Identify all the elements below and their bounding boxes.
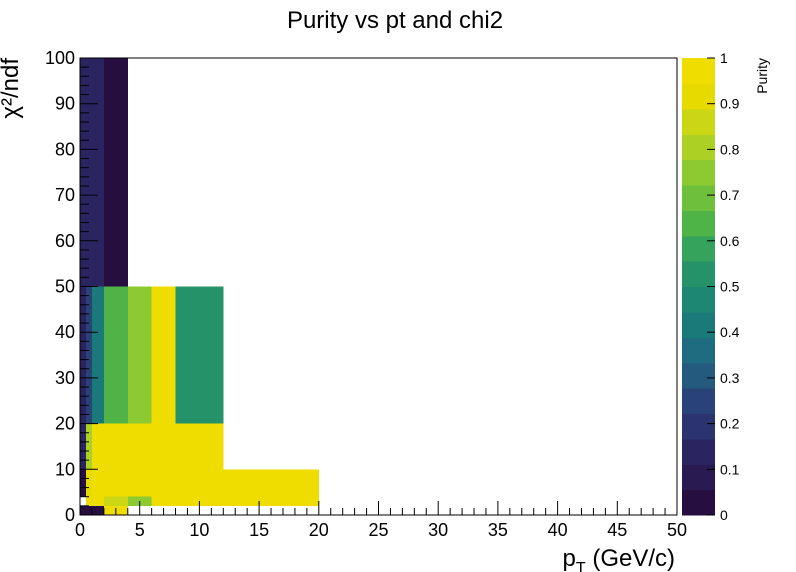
color-bar-swatch bbox=[682, 337, 715, 364]
heatmap-cell bbox=[85, 286, 92, 424]
heatmap-cell bbox=[151, 423, 176, 470]
heatmap-cell bbox=[80, 505, 86, 515]
heatmap-cell bbox=[175, 469, 224, 497]
heatmap-cell bbox=[80, 286, 86, 424]
color-bar-swatch bbox=[682, 413, 715, 440]
heatmap-cell bbox=[85, 423, 92, 470]
color-bar-title: Purity bbox=[754, 58, 770, 94]
y-tick-label: 80 bbox=[55, 139, 75, 159]
heatmap-cell bbox=[175, 286, 224, 424]
heatmap-cell bbox=[223, 469, 319, 497]
x-tick-label: 5 bbox=[135, 520, 145, 540]
heatmap-cell bbox=[85, 58, 92, 287]
color-bar-tick-label: 0.6 bbox=[720, 233, 740, 249]
x-tick-label: 0 bbox=[75, 520, 85, 540]
color-bar-tick-label: 0.2 bbox=[720, 416, 740, 432]
y-tick-label: 0 bbox=[65, 505, 75, 525]
heatmap-cell bbox=[91, 423, 104, 470]
heatmap-cell bbox=[151, 496, 176, 506]
heatmap-cell bbox=[80, 58, 86, 287]
heatmap-cell bbox=[103, 496, 128, 506]
x-tick-label: 45 bbox=[607, 520, 627, 540]
x-tick-label: 30 bbox=[428, 520, 448, 540]
heatmap-cell bbox=[80, 469, 86, 497]
y-tick-label: 20 bbox=[55, 414, 75, 434]
color-bar-tick-label: 0.9 bbox=[720, 96, 740, 112]
color-bar-swatch bbox=[682, 261, 715, 288]
heatmap-cell bbox=[91, 496, 104, 506]
heatmap-cell bbox=[175, 423, 224, 470]
x-tick-label: 20 bbox=[309, 520, 329, 540]
heatmap-cell bbox=[127, 423, 152, 470]
heatmap-cell bbox=[80, 423, 86, 470]
heatmap-cell bbox=[91, 505, 104, 515]
color-bar-tick-label: 0.1 bbox=[720, 461, 740, 477]
color-bar-swatch bbox=[682, 58, 715, 84]
color-bar-swatch bbox=[682, 184, 715, 211]
color-bar-tick-label: 1 bbox=[720, 50, 728, 66]
color-bar-swatch bbox=[682, 438, 715, 465]
y-tick-label: 10 bbox=[55, 459, 75, 479]
heatmap-cell bbox=[151, 286, 176, 424]
x-tick-label: 35 bbox=[488, 520, 508, 540]
heatmap-cell bbox=[103, 423, 128, 470]
color-bar-swatch bbox=[682, 489, 715, 516]
color-bar: 0 0.1 0.2 0.3 0.4 0.5 0.6 0.7 0.8 0.9 1 bbox=[682, 50, 740, 523]
color-bar-tick-label: 0.7 bbox=[720, 187, 740, 203]
y-tick-label: 30 bbox=[55, 368, 75, 388]
x-tick-label: 15 bbox=[249, 520, 269, 540]
x-tick-label: 25 bbox=[368, 520, 388, 540]
heatmap-cell bbox=[223, 496, 319, 506]
color-bar-swatch bbox=[682, 464, 715, 491]
x-tick-label: 10 bbox=[189, 520, 209, 540]
heatmap-cell bbox=[151, 469, 176, 497]
color-bar-swatch bbox=[682, 286, 715, 313]
x-axis-title: pT (GeV/c) bbox=[563, 545, 675, 572]
color-bar-tick-label: 0.8 bbox=[720, 141, 740, 157]
y-axis-title: χ²/ndf bbox=[0, 58, 24, 119]
y-tick-label: 70 bbox=[55, 185, 75, 205]
heatmap-cells bbox=[80, 58, 319, 515]
y-tick-label: 90 bbox=[55, 94, 75, 114]
heatmap-cell bbox=[85, 505, 92, 515]
color-bar-swatch bbox=[682, 134, 715, 161]
x-tick-label: 40 bbox=[548, 520, 568, 540]
y-tick-label: 40 bbox=[55, 322, 75, 342]
heatmap-cell bbox=[91, 469, 104, 497]
heatmap-cell bbox=[91, 58, 104, 287]
y-axis-ticks: 0 10 20 30 40 50 60 70 80 90 100 bbox=[45, 48, 98, 525]
x-tick-label: 50 bbox=[667, 520, 687, 540]
color-bar-swatch bbox=[682, 159, 715, 186]
color-bar-tick-label: 0.4 bbox=[720, 324, 740, 340]
heatmap-cell bbox=[85, 496, 92, 506]
heatmap-cell bbox=[103, 58, 128, 287]
heatmap-cell bbox=[103, 469, 128, 497]
svg-text:pT (GeV/c): pT (GeV/c) bbox=[563, 545, 675, 572]
color-bar-swatch bbox=[682, 362, 715, 389]
heatmap-cell bbox=[85, 469, 92, 497]
heatmap-cell bbox=[103, 286, 128, 424]
color-bar-swatch bbox=[682, 311, 715, 338]
color-bar-tick-label: 0 bbox=[720, 507, 728, 523]
heatmap-cell bbox=[91, 286, 104, 424]
y-tick-label: 60 bbox=[55, 231, 75, 251]
color-bar-swatch bbox=[682, 235, 715, 262]
y-tick-label: 100 bbox=[45, 48, 75, 68]
color-bar-swatch bbox=[682, 83, 715, 110]
heatmap-cell bbox=[127, 469, 152, 497]
color-bar-tick-label: 0.5 bbox=[720, 279, 740, 295]
color-bar-swatch bbox=[682, 210, 715, 237]
color-bar-swatch bbox=[682, 388, 715, 415]
x-axis-ticks: 0 5 10 15 20 25 30 35 40 45 50 bbox=[75, 501, 687, 540]
color-bar-swatch bbox=[682, 108, 715, 135]
chart-title: Purity vs pt and chi2 bbox=[287, 7, 503, 34]
y-tick-label: 50 bbox=[55, 277, 75, 297]
heatmap-cell bbox=[127, 286, 152, 424]
color-bar-tick-label: 0.3 bbox=[720, 370, 740, 386]
